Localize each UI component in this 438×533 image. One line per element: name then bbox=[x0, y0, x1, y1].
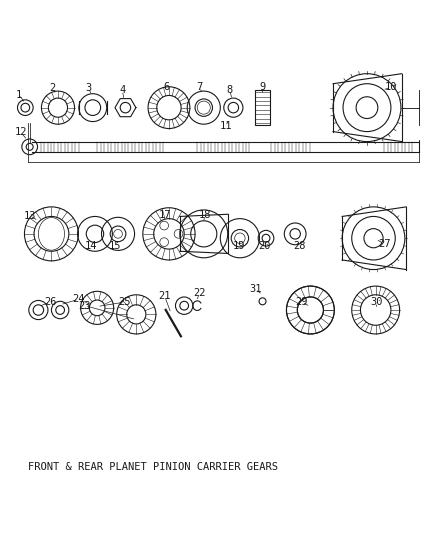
Text: 3: 3 bbox=[85, 83, 92, 93]
Text: 10: 10 bbox=[385, 82, 397, 92]
Text: 22: 22 bbox=[193, 288, 206, 298]
Text: 9: 9 bbox=[259, 82, 266, 92]
Text: 29: 29 bbox=[296, 297, 308, 307]
Text: 21: 21 bbox=[159, 291, 171, 301]
Text: 12: 12 bbox=[15, 127, 27, 138]
Text: 23: 23 bbox=[79, 301, 91, 311]
Text: FRONT & REAR PLANET PINION CARRIER GEARS: FRONT & REAR PLANET PINION CARRIER GEARS bbox=[28, 462, 278, 472]
Text: 13: 13 bbox=[23, 211, 36, 221]
Text: 4: 4 bbox=[119, 85, 126, 95]
Text: 27: 27 bbox=[378, 239, 391, 249]
Text: 20: 20 bbox=[258, 240, 271, 251]
Text: 15: 15 bbox=[109, 240, 122, 251]
Text: 2: 2 bbox=[49, 83, 56, 93]
Text: 28: 28 bbox=[293, 240, 306, 251]
Text: 11: 11 bbox=[219, 122, 232, 131]
Text: 24: 24 bbox=[73, 294, 85, 304]
Text: 1: 1 bbox=[16, 90, 22, 100]
Text: 26: 26 bbox=[44, 297, 57, 307]
Text: 8: 8 bbox=[227, 85, 233, 95]
Text: 14: 14 bbox=[85, 240, 97, 251]
Text: 18: 18 bbox=[199, 210, 211, 220]
Text: 7: 7 bbox=[196, 82, 202, 92]
Text: 30: 30 bbox=[370, 297, 383, 307]
Bar bbox=[254, 90, 270, 125]
Text: 25: 25 bbox=[118, 297, 131, 307]
Text: 6: 6 bbox=[164, 82, 170, 92]
Text: 17: 17 bbox=[159, 210, 171, 220]
Text: 19: 19 bbox=[232, 240, 245, 251]
Text: 31: 31 bbox=[249, 284, 261, 294]
